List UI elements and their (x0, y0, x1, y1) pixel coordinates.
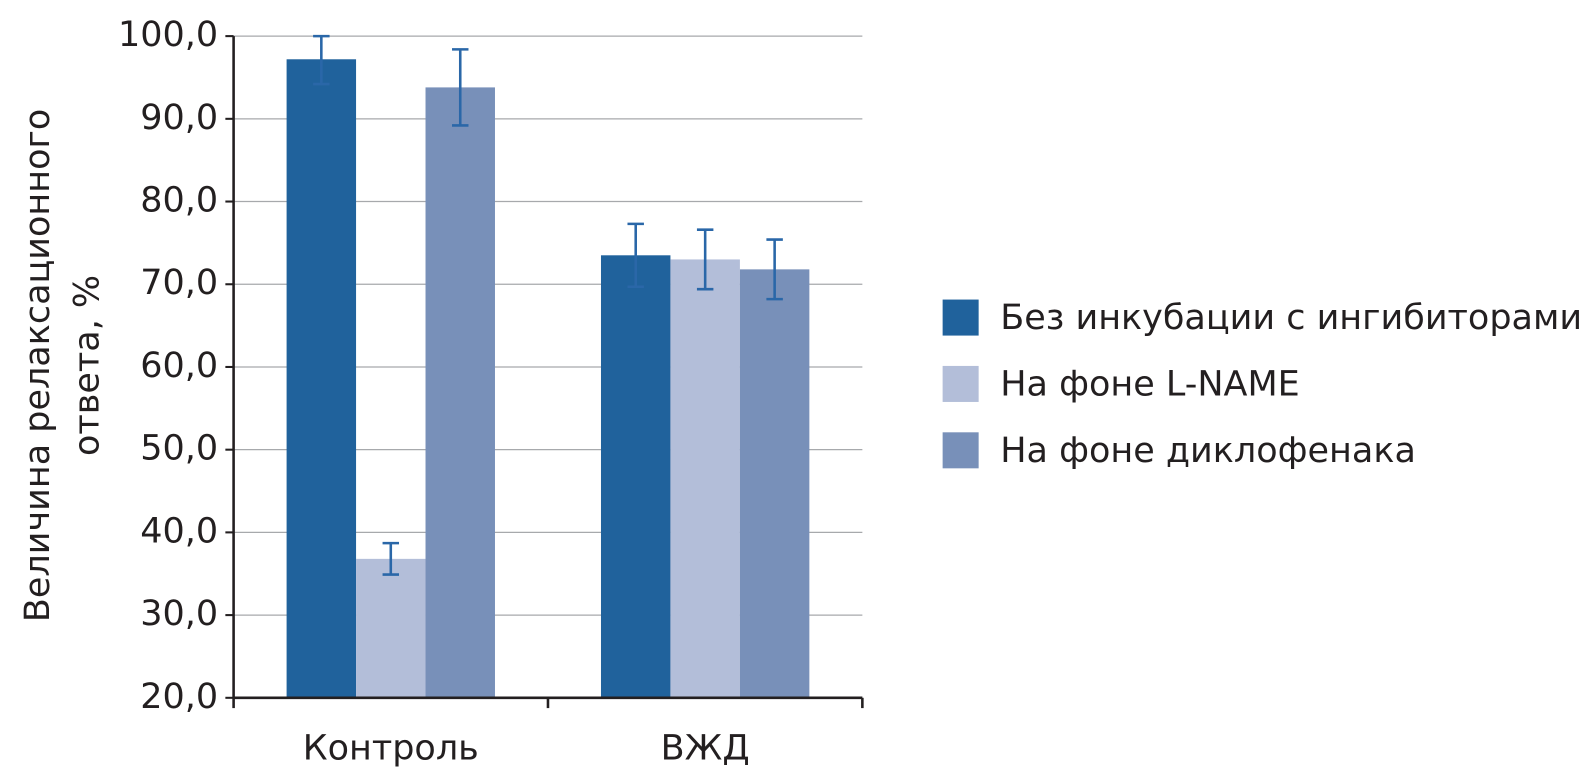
bar (425, 87, 495, 698)
y-tick-label: 90,0 (140, 98, 218, 138)
error-bar (627, 222, 644, 289)
error-bar (696, 228, 714, 291)
y-tick-label: 80,0 (140, 181, 218, 221)
y-tick-label: 20,0 (140, 677, 218, 717)
error-bar (766, 238, 783, 301)
bar (739, 269, 810, 698)
y-axis-title: Величина релаксационного (18, 109, 58, 622)
legend-swatch (942, 365, 979, 402)
legend-swatch (942, 299, 979, 336)
x-tick-label: ВЖД (661, 728, 750, 768)
bar (286, 59, 357, 698)
legend-swatch (942, 432, 979, 469)
x-tick-label: Контроль (303, 728, 479, 768)
y-tick-label: 100,0 (118, 15, 218, 55)
legend-label: На фоне L-NAME (1000, 364, 1299, 404)
y-tick-label: 40,0 (140, 511, 218, 551)
error-bar (382, 541, 400, 576)
bar (600, 255, 671, 698)
y-tick-label: 70,0 (140, 263, 218, 303)
y-tick-label: 60,0 (140, 346, 218, 386)
error-bar (313, 34, 330, 86)
bar (356, 558, 426, 698)
y-tick-label: 30,0 (140, 594, 218, 634)
legend-label: Без инкубации с ингибиторами (1000, 298, 1582, 338)
error-bar (452, 48, 469, 127)
y-axis-title: ответа, % (67, 275, 107, 456)
legend-label: На фоне диклофенака (1000, 431, 1416, 471)
y-tick-label: 50,0 (140, 429, 218, 469)
bar (670, 259, 740, 698)
